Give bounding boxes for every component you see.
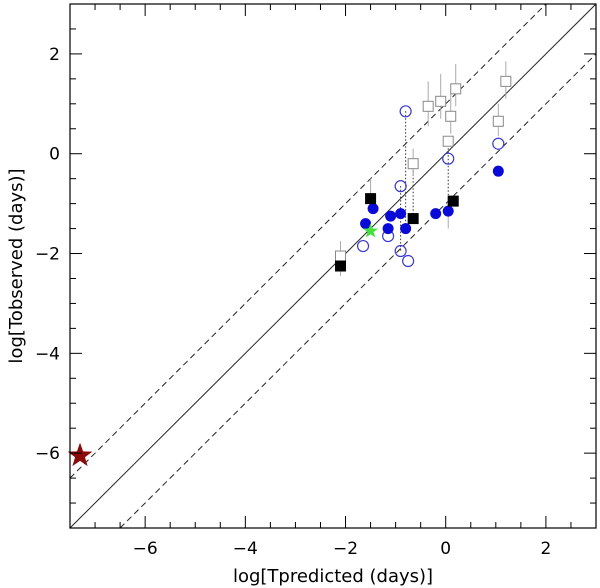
filled-circle-point bbox=[385, 210, 397, 222]
filled-circle-point bbox=[492, 165, 504, 177]
filled-square-point bbox=[447, 195, 459, 207]
open-square-point bbox=[450, 83, 462, 95]
x-tick-label: 2 bbox=[540, 539, 551, 559]
open-circle-point bbox=[492, 137, 505, 150]
filled-circle-point bbox=[400, 223, 412, 235]
open-square-point bbox=[407, 158, 419, 170]
y-axis-label: log[Tobserved (days)] bbox=[6, 168, 27, 363]
open-circle-point bbox=[356, 239, 370, 253]
open-square-point bbox=[422, 100, 434, 112]
y-tick-label: −2 bbox=[35, 245, 60, 265]
x-axis-label: log[Tpredicted (days)] bbox=[233, 566, 433, 587]
filled-circle-point bbox=[395, 208, 407, 220]
filled-square-point bbox=[407, 213, 419, 225]
plot-frame bbox=[69, 3, 597, 529]
filled-square-point bbox=[365, 193, 377, 205]
open-square-point bbox=[442, 135, 454, 147]
open-square-point bbox=[445, 110, 457, 122]
x-tick-label: −2 bbox=[333, 539, 358, 559]
open-square-point bbox=[435, 95, 447, 107]
open-circle-point bbox=[399, 105, 412, 118]
open-square-point bbox=[500, 75, 512, 87]
open-circle-point bbox=[402, 254, 415, 268]
y-tick-label: −6 bbox=[35, 444, 60, 464]
open-square-point bbox=[335, 250, 347, 262]
open-square-point bbox=[492, 115, 504, 127]
open-circle-point bbox=[394, 180, 407, 193]
filled-circle-point bbox=[382, 223, 394, 235]
green-star-point bbox=[362, 223, 379, 238]
x-tick-label: 0 bbox=[440, 539, 451, 559]
upper-bound-line bbox=[69, 3, 547, 479]
one-to-one-line bbox=[69, 3, 597, 529]
y-tick-label: −4 bbox=[35, 344, 60, 364]
open-circle-point bbox=[442, 152, 455, 165]
filled-circle-point bbox=[430, 208, 442, 220]
y-tick-label: 2 bbox=[49, 45, 60, 65]
lower-bound-line bbox=[119, 53, 597, 529]
open-circle-point bbox=[394, 244, 407, 258]
y-tick-label: 0 bbox=[49, 145, 60, 165]
filled-circle-point bbox=[442, 205, 454, 217]
filled-square-point bbox=[335, 260, 347, 272]
x-tick-label: −4 bbox=[233, 539, 258, 559]
filled-circle-point bbox=[367, 203, 379, 215]
filled-circle-point bbox=[360, 218, 372, 230]
red-star-point bbox=[67, 442, 93, 467]
x-tick-label: −6 bbox=[133, 539, 158, 559]
